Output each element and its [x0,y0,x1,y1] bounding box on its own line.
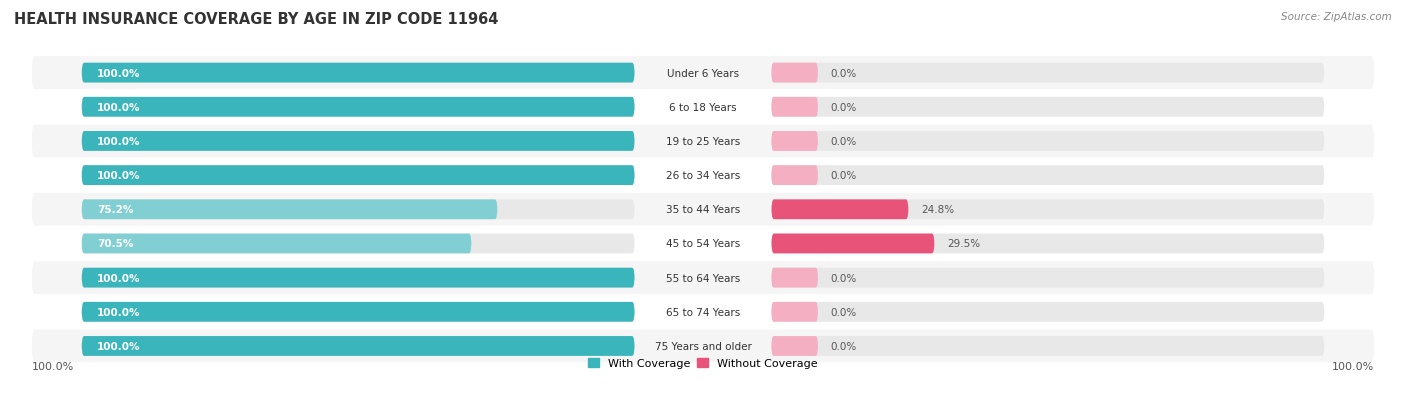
Text: 100.0%: 100.0% [97,307,141,317]
Text: 55 to 64 Years: 55 to 64 Years [666,273,740,283]
Text: 70.5%: 70.5% [97,239,134,249]
FancyBboxPatch shape [772,336,1324,356]
FancyBboxPatch shape [82,336,634,356]
FancyBboxPatch shape [82,234,471,254]
FancyBboxPatch shape [82,166,634,185]
FancyBboxPatch shape [32,193,1374,226]
FancyBboxPatch shape [772,302,818,322]
FancyBboxPatch shape [772,200,1324,220]
FancyBboxPatch shape [82,268,634,288]
Text: 45 to 54 Years: 45 to 54 Years [666,239,740,249]
Text: 0.0%: 0.0% [831,171,856,180]
FancyBboxPatch shape [772,268,818,288]
FancyBboxPatch shape [772,64,1324,83]
Text: 100.0%: 100.0% [97,273,141,283]
FancyBboxPatch shape [82,132,634,152]
FancyBboxPatch shape [772,97,1324,117]
Text: 24.8%: 24.8% [921,205,955,215]
FancyBboxPatch shape [772,268,1324,288]
FancyBboxPatch shape [772,97,818,117]
Text: 29.5%: 29.5% [946,239,980,249]
FancyBboxPatch shape [32,159,1374,192]
Text: 35 to 44 Years: 35 to 44 Years [666,205,740,215]
FancyBboxPatch shape [82,64,634,83]
Text: HEALTH INSURANCE COVERAGE BY AGE IN ZIP CODE 11964: HEALTH INSURANCE COVERAGE BY AGE IN ZIP … [14,12,499,27]
Text: 0.0%: 0.0% [831,102,856,112]
Text: 0.0%: 0.0% [831,307,856,317]
Text: 100.0%: 100.0% [97,69,141,78]
Text: 19 to 25 Years: 19 to 25 Years [666,137,740,147]
Text: 100.0%: 100.0% [97,171,141,180]
FancyBboxPatch shape [32,228,1374,260]
Text: 65 to 74 Years: 65 to 74 Years [666,307,740,317]
Text: 100.0%: 100.0% [97,102,141,112]
FancyBboxPatch shape [82,234,634,254]
Text: 6 to 18 Years: 6 to 18 Years [669,102,737,112]
FancyBboxPatch shape [82,200,498,220]
FancyBboxPatch shape [82,97,634,117]
FancyBboxPatch shape [772,234,935,254]
Text: 75.2%: 75.2% [97,205,134,215]
FancyBboxPatch shape [32,57,1374,90]
FancyBboxPatch shape [82,97,634,117]
FancyBboxPatch shape [772,132,818,152]
Text: Under 6 Years: Under 6 Years [666,69,740,78]
Text: 75 Years and older: 75 Years and older [655,341,751,351]
Text: 0.0%: 0.0% [831,69,856,78]
FancyBboxPatch shape [82,166,634,185]
Text: 100.0%: 100.0% [32,361,75,371]
FancyBboxPatch shape [772,302,1324,322]
FancyBboxPatch shape [32,296,1374,328]
FancyBboxPatch shape [772,166,818,185]
FancyBboxPatch shape [82,336,634,356]
Text: Source: ZipAtlas.com: Source: ZipAtlas.com [1281,12,1392,22]
FancyBboxPatch shape [32,261,1374,294]
FancyBboxPatch shape [772,132,1324,152]
FancyBboxPatch shape [82,268,634,288]
FancyBboxPatch shape [32,125,1374,158]
FancyBboxPatch shape [772,234,1324,254]
FancyBboxPatch shape [82,302,634,322]
FancyBboxPatch shape [82,302,634,322]
FancyBboxPatch shape [82,64,634,83]
FancyBboxPatch shape [82,132,634,152]
FancyBboxPatch shape [772,64,818,83]
FancyBboxPatch shape [32,91,1374,124]
FancyBboxPatch shape [772,336,818,356]
Text: 0.0%: 0.0% [831,273,856,283]
Text: 26 to 34 Years: 26 to 34 Years [666,171,740,180]
Text: 100.0%: 100.0% [97,137,141,147]
Text: 0.0%: 0.0% [831,137,856,147]
FancyBboxPatch shape [32,330,1374,363]
Text: 100.0%: 100.0% [1331,361,1374,371]
FancyBboxPatch shape [772,166,1324,185]
Legend: With Coverage, Without Coverage: With Coverage, Without Coverage [583,353,823,373]
FancyBboxPatch shape [772,200,908,220]
Text: 0.0%: 0.0% [831,341,856,351]
Text: 100.0%: 100.0% [97,341,141,351]
FancyBboxPatch shape [82,200,634,220]
